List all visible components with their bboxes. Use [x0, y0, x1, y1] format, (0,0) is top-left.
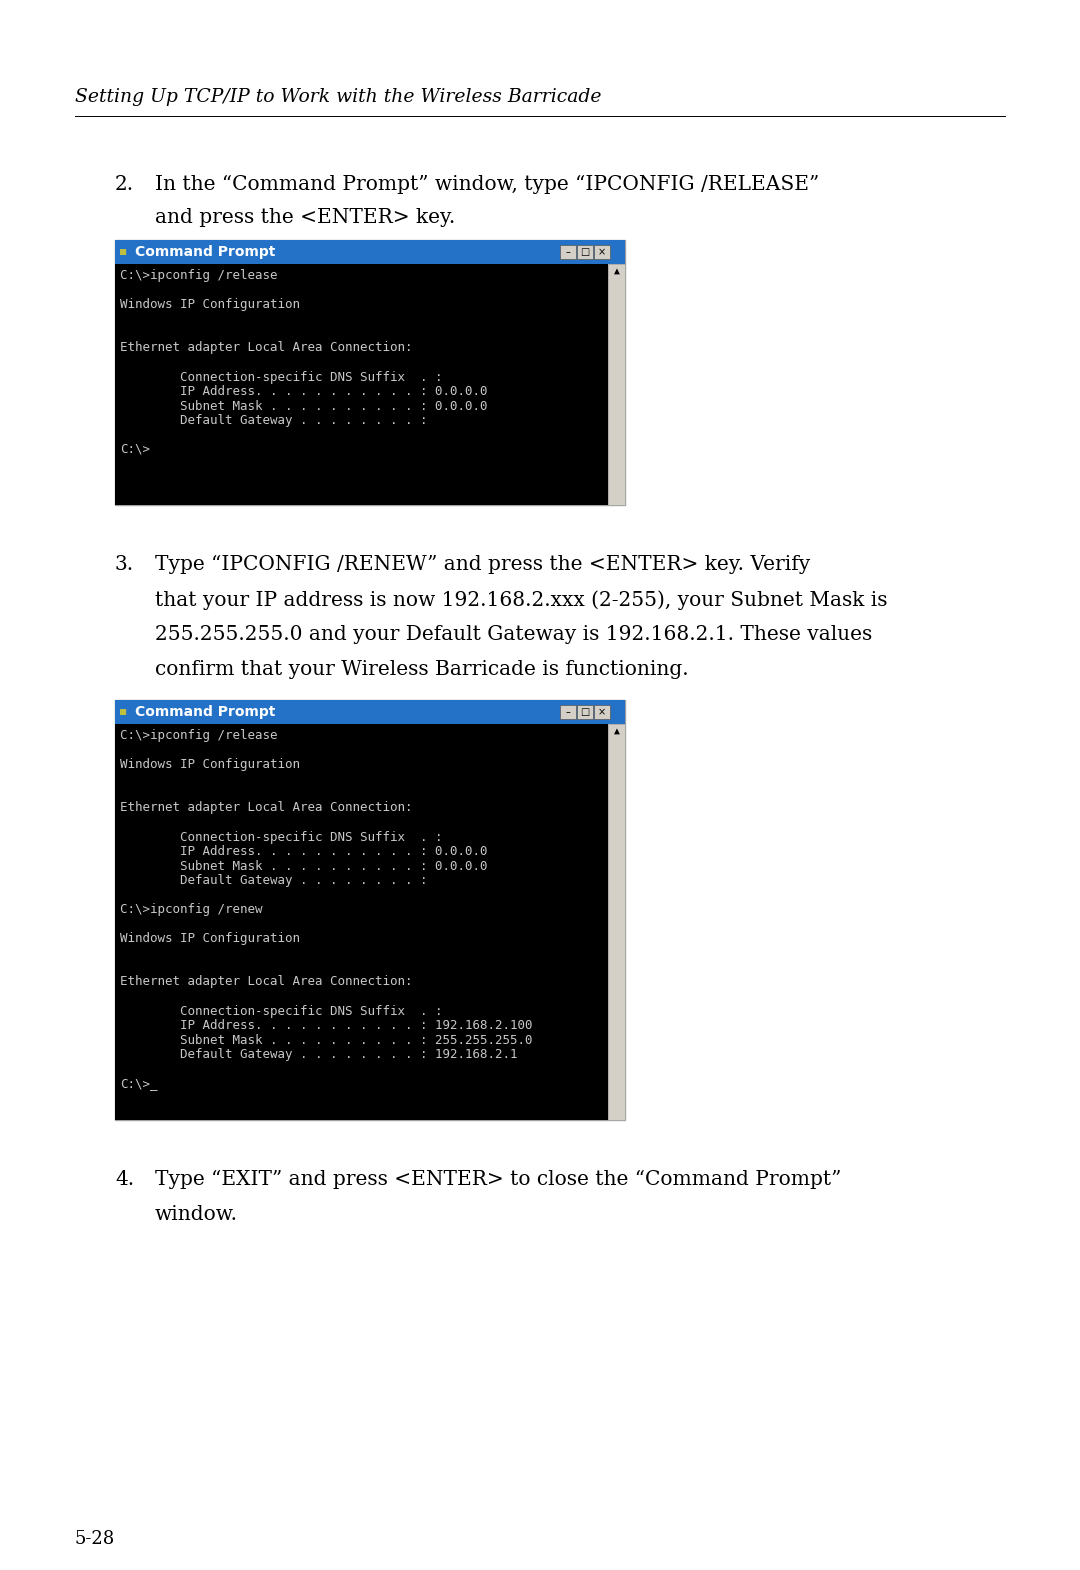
Text: Connection-specific DNS Suffix  . :: Connection-specific DNS Suffix . : [120, 371, 443, 383]
Text: Windows IP Configuration: Windows IP Configuration [120, 933, 300, 945]
Text: Subnet Mask . . . . . . . . . . : 255.255.255.0: Subnet Mask . . . . . . . . . . : 255.25… [120, 1033, 532, 1047]
Bar [608, 724, 625, 1119]
Text: IP Address. . . . . . . . . . . : 0.0.0.0: IP Address. . . . . . . . . . . : 0.0.0.… [120, 845, 487, 857]
Bar [114, 700, 625, 1119]
Text: 2.: 2. [114, 174, 134, 195]
Bar [577, 245, 593, 259]
Text: Ethernet adapter Local Area Connection:: Ethernet adapter Local Area Connection: [120, 975, 413, 989]
Text: □: □ [580, 246, 590, 257]
Text: Default Gateway . . . . . . . . : 192.168.2.1: Default Gateway . . . . . . . . : 192.16… [120, 1049, 517, 1061]
Text: Default Gateway . . . . . . . . :: Default Gateway . . . . . . . . : [120, 874, 428, 887]
Text: C:\>_: C:\>_ [120, 1077, 158, 1090]
Text: 5-28: 5-28 [75, 1531, 116, 1548]
Text: 4.: 4. [114, 1170, 134, 1188]
Text: Ethernet adapter Local Area Connection:: Ethernet adapter Local Area Connection: [120, 802, 413, 815]
Text: Default Gateway . . . . . . . . :: Default Gateway . . . . . . . . : [120, 414, 428, 427]
Text: ■: ■ [120, 706, 126, 717]
Text: C:\>ipconfig /release: C:\>ipconfig /release [120, 268, 278, 283]
Bar [577, 705, 593, 719]
Text: Type “IPCONFIG /RENEW” and press the <ENTER> key. Verify: Type “IPCONFIG /RENEW” and press the <EN… [156, 556, 810, 575]
Text: 3.: 3. [114, 556, 134, 575]
Bar [114, 240, 625, 506]
Bar [594, 245, 610, 259]
Text: Connection-specific DNS Suffix  . :: Connection-specific DNS Suffix . : [120, 831, 443, 843]
Bar [561, 245, 576, 259]
Text: and press the <ENTER> key.: and press the <ENTER> key. [156, 207, 456, 228]
Text: In the “Command Prompt” window, type “IPCONFIG /RELEASE”: In the “Command Prompt” window, type “IP… [156, 174, 820, 195]
Text: ×: × [598, 706, 606, 717]
Text: window.: window. [156, 1206, 238, 1225]
Bar [594, 705, 610, 719]
Text: Command Prompt: Command Prompt [135, 705, 275, 719]
Text: IP Address. . . . . . . . . . . : 192.168.2.100: IP Address. . . . . . . . . . . : 192.16… [120, 1019, 532, 1031]
Text: C:\>: C:\> [120, 443, 150, 455]
Text: –: – [566, 246, 570, 257]
Text: Subnet Mask . . . . . . . . . . : 0.0.0.0: Subnet Mask . . . . . . . . . . : 0.0.0.… [120, 859, 487, 873]
Text: that your IP address is now 192.168.2.xxx (2-255), your Subnet Mask is: that your IP address is now 192.168.2.xx… [156, 590, 888, 609]
Text: IP Address. . . . . . . . . . . : 0.0.0.0: IP Address. . . . . . . . . . . : 0.0.0.… [120, 385, 487, 399]
Text: Type “EXIT” and press <ENTER> to close the “Command Prompt”: Type “EXIT” and press <ENTER> to close t… [156, 1170, 841, 1188]
Text: Windows IP Configuration: Windows IP Configuration [120, 298, 300, 311]
Bar [114, 724, 608, 1119]
Text: 255.255.255.0 and your Default Gateway is 192.168.2.1. These values: 255.255.255.0 and your Default Gateway i… [156, 625, 873, 644]
Bar [114, 700, 625, 724]
Text: ▲: ▲ [613, 265, 620, 276]
Text: Command Prompt: Command Prompt [135, 245, 275, 259]
Text: Connection-specific DNS Suffix  . :: Connection-specific DNS Suffix . : [120, 1005, 443, 1017]
Text: ■: ■ [120, 246, 126, 257]
Text: Setting Up TCP/IP to Work with the Wireless Barricade: Setting Up TCP/IP to Work with the Wirel… [75, 88, 602, 107]
Text: –: – [566, 706, 570, 717]
Text: C:\>ipconfig /renew: C:\>ipconfig /renew [120, 903, 262, 915]
Text: ×: × [598, 246, 606, 257]
Bar [561, 705, 576, 719]
Bar [114, 240, 625, 264]
Text: ▲: ▲ [613, 725, 620, 736]
Text: □: □ [580, 706, 590, 717]
Text: Subnet Mask . . . . . . . . . . : 0.0.0.0: Subnet Mask . . . . . . . . . . : 0.0.0.… [120, 399, 487, 413]
Text: Windows IP Configuration: Windows IP Configuration [120, 758, 300, 771]
Text: Ethernet adapter Local Area Connection:: Ethernet adapter Local Area Connection: [120, 342, 413, 355]
Text: C:\>ipconfig /release: C:\>ipconfig /release [120, 728, 278, 743]
Text: confirm that your Wireless Barricade is functioning.: confirm that your Wireless Barricade is … [156, 659, 689, 678]
Bar [114, 264, 608, 506]
Bar [608, 264, 625, 506]
